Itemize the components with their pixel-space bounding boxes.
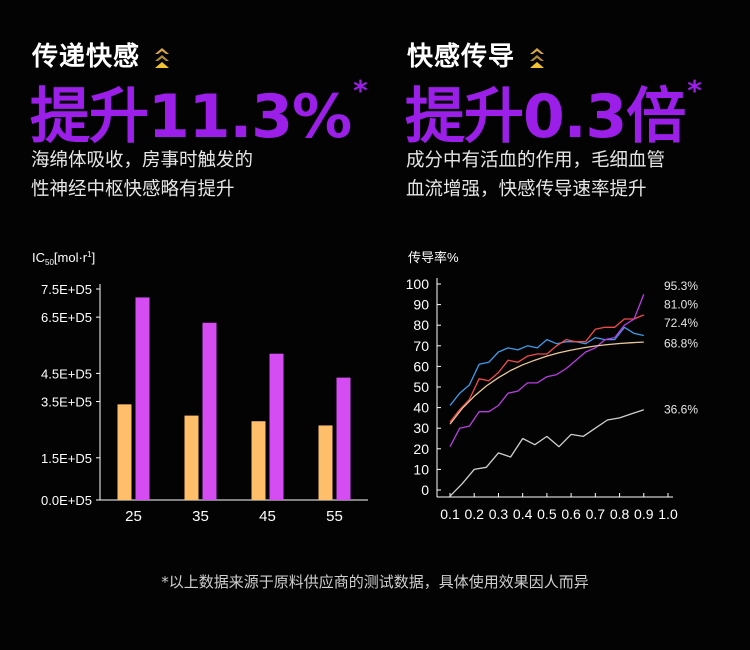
left-title: 传递快感 [32,36,170,73]
left-highlight: 提升11.3%* [30,68,368,155]
x-tick-label: 25 [125,508,142,525]
y-tick-label: 80 [413,317,429,333]
x-tick-label: 0.9 [634,506,654,522]
bar-series-1-45 [251,421,266,500]
x-tick-label: 35 [192,508,209,525]
left-description: 海绵体吸收，房事时触发的 性神经中枢快感略有提升 [31,146,253,204]
series-label-blue: 72.4% [664,316,698,330]
right-highlight-value: 提升0.3倍 [405,82,686,152]
left-highlight-value: 提升11.3% [30,82,352,152]
y-axis-label: 传导率% [408,250,459,265]
x-tick-label: 0.2 [464,506,484,522]
y-tick-label: 20 [413,441,429,457]
y-axis-label-part: ] [92,250,96,265]
series-line-red [449,314,645,423]
y-tick-label: 1.5E+D5 [41,451,92,466]
right-desc-line1: 成分中有活血的作用，毛细血管 [406,150,666,171]
y-axis-label-part: 1 [87,250,92,259]
x-tick-label: 0.6 [561,506,581,522]
x-tick-label: 55 [326,508,343,525]
y-tick-label: 70 [413,338,429,354]
y-tick-label: 7.5E+D5 [41,282,92,297]
y-tick-label: 40 [413,400,429,416]
y-tick-label: 50 [413,379,429,395]
series-label-red: 81.0% [664,298,698,312]
y-tick-label: 10 [413,461,429,477]
right-asterisk: * [687,74,702,107]
x-tick-label: 0.3 [489,506,509,522]
bar-series-2-25 [135,297,150,500]
y-tick-label: 0.0E+D5 [41,493,92,508]
y-axis-label-part: 50 [45,258,54,267]
chevron-up-icon [530,47,545,68]
right-title: 快感传导 [407,36,545,73]
chevron-up-icon [155,47,170,68]
series-label-beige: 68.8% [664,337,698,351]
bar-series-1-35 [184,415,199,500]
y-tick-label: 3.5E+D5 [41,395,92,410]
y-axis-label-part: IC [32,250,45,265]
left-asterisk: * [353,74,368,107]
x-tick-label: 45 [259,508,276,525]
left-title-text: 传递快感 [32,42,141,72]
x-tick-label: 0.7 [586,506,606,522]
left-desc-line1: 海绵体吸收，房事时触发的 [31,150,254,171]
series-line-blue [449,326,644,406]
right-title-text: 快感传导 [407,42,516,72]
series-line-white [449,409,645,497]
right-desc-line2: 血流增强，快感传导速率提升 [406,179,647,200]
left-desc-line2: 性神经中枢快感略有提升 [31,179,235,200]
right-highlight: 提升0.3倍* [405,68,702,155]
bar-series-1-55 [318,425,333,500]
bar-series-1-25 [117,404,132,500]
bar-series-2-55 [336,377,351,500]
series-label-white: 36.6% [664,403,698,417]
right-description: 成分中有活血的作用，毛细血管 血流增强，快感传导速率提升 [406,146,665,204]
y-axis-label: IC50[mol·r1] [32,250,95,267]
x-tick-label: 0.8 [610,506,630,522]
x-tick-label: 0.4 [513,506,533,522]
bar-chart: IC50[mol·r1] 0.0E+D5 1.5E+D5 3.5E+D5 4.5E+D5… [32,250,368,525]
series-line-beige [449,341,644,425]
x-tick-label: 0.5 [537,506,557,522]
y-tick-label: 4.5E+D5 [41,366,92,381]
series-line-purple [449,294,645,448]
bar-series-2-35 [202,322,217,500]
y-tick-label: 0 [421,482,429,498]
y-tick-label: 90 [413,297,429,313]
y-tick-label: 6.5E+D5 [41,310,92,325]
footnote: *以上数据来源于原料供应商的测试数据，具体使用效果因人而异 [161,573,589,591]
y-tick-label: 100 [406,276,430,292]
y-axis-label-part: [mol·r [54,250,88,265]
x-tick-label: 0.1 [440,506,460,522]
series-label-purple: 95.3% [664,279,698,293]
bar-series-2-45 [269,353,284,500]
y-tick-label: 30 [413,420,429,436]
x-tick-label: 1.0 [658,506,678,522]
y-tick-label: 60 [413,358,429,374]
